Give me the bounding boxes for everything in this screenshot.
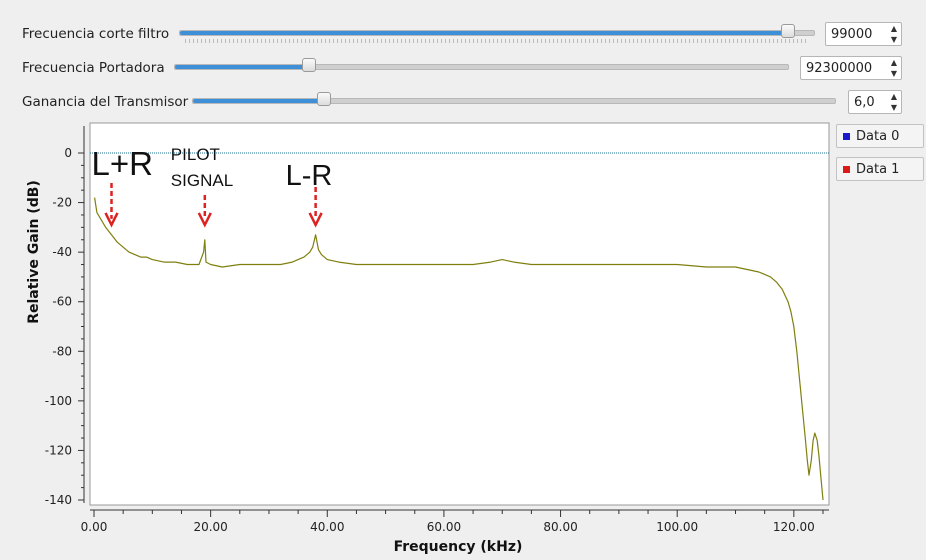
x-tick-label: 80.00 (543, 520, 577, 534)
filter-cutoff-slider-fill (180, 31, 795, 35)
transmitter-gain-spin-arrows: ▲ ▼ (887, 91, 901, 113)
carrier-frequency-label: Frecuencia Portadora (22, 60, 165, 76)
transmitter-gain-slider-fill (193, 99, 322, 103)
x-axis: 0.00 20.00 40.00 60.00 80.00 100.00 120.00 (81, 509, 829, 534)
x-tick-label: 0.00 (81, 520, 108, 534)
legend-label-data-0: Data 0 (856, 129, 900, 144)
filter-cutoff-slider[interactable] (179, 30, 815, 36)
y-tick-label: -40 (52, 245, 72, 259)
y-axis-label: Relative Gain (dB) (26, 180, 42, 324)
spin-down-arrow-icon[interactable]: ▼ (890, 35, 898, 44)
annotation-label: SIGNAL (171, 171, 233, 190)
x-tick-label: 20.00 (193, 520, 227, 534)
spin-down-arrow-icon[interactable]: ▼ (890, 103, 898, 112)
transmitter-gain-label: Ganancia del Transmisor (22, 94, 189, 110)
control-row-carrier-frequency: Frecuencia Portadora 92300000 ▲ ▼ (0, 56, 926, 82)
plot-canvas[interactable] (89, 122, 830, 506)
carrier-frequency-slider[interactable] (174, 64, 789, 70)
y-tick-label: -140 (45, 493, 72, 507)
annotation-label: L+R (91, 145, 152, 182)
transmitter-gain-slider[interactable] (192, 98, 836, 104)
filter-cutoff-value[interactable]: 99000 (831, 27, 873, 42)
transmitter-gain-spinbox[interactable]: 6,0 ▲ ▼ (848, 90, 902, 114)
filter-cutoff-spinbox[interactable]: 99000 ▲ ▼ (825, 22, 902, 46)
annotation-label: L-R (286, 160, 333, 192)
legend-item-data-0[interactable]: Data 0 (836, 124, 924, 148)
spin-down-arrow-icon[interactable]: ▼ (890, 69, 898, 78)
carrier-frequency-spinbox[interactable]: 92300000 ▲ ▼ (800, 56, 902, 80)
filter-cutoff-spin-arrows: ▲ ▼ (887, 23, 901, 45)
spin-up-arrow-icon[interactable]: ▲ (890, 92, 898, 101)
carrier-frequency-value[interactable]: 92300000 (806, 61, 873, 76)
y-tick-label: 0 (64, 146, 72, 160)
plot-traces (90, 152, 829, 501)
y-tick-label: -20 (52, 196, 72, 210)
filter-cutoff-slider-handle[interactable] (781, 24, 796, 38)
transmitter-gain-slider-handle[interactable] (317, 92, 331, 106)
carrier-frequency-spin-arrows: ▲ ▼ (887, 57, 901, 79)
spin-up-arrow-icon[interactable]: ▲ (890, 24, 898, 33)
y-tick-label: -100 (45, 394, 72, 408)
legend-swatch-data-1 (843, 166, 850, 173)
plot-annotations: L+R PILOT SIGNAL L-R (91, 145, 333, 228)
control-row-filter-cutoff: Frecuencia corte filtro 99000 ▲ ▼ (0, 22, 926, 48)
arrow-head-icon (104, 212, 119, 228)
x-tick-label: 100.00 (656, 520, 698, 534)
transmitter-gain-value[interactable]: 6,0 (854, 95, 875, 110)
carrier-frequency-slider-handle[interactable] (301, 58, 316, 72)
y-tick-label: -60 (52, 295, 72, 309)
x-tick-label: 120.00 (773, 520, 815, 534)
y-axis: 0 -20 -40 -60 -80 -100 -120 -140 (45, 126, 85, 507)
legend-label-data-1: Data 1 (856, 162, 900, 177)
x-tick-label: 60.00 (427, 520, 461, 534)
legend-item-data-1[interactable]: Data 1 (836, 157, 924, 181)
arrow-head-icon (308, 212, 323, 228)
y-tick-label: -120 (45, 443, 72, 457)
filter-cutoff-label: Frecuencia corte filtro (22, 26, 170, 42)
x-tick-label: 40.00 (310, 520, 344, 534)
series-data-1-line (94, 197, 824, 501)
control-row-transmitter-gain: Ganancia del Transmisor 6,0 ▲ ▼ (0, 90, 926, 116)
x-axis-label: Frequency (kHz) (394, 539, 523, 555)
y-tick-label: -80 (52, 344, 72, 358)
legend-swatch-data-0 (843, 133, 850, 140)
annotation-label: PILOT (171, 145, 220, 164)
carrier-frequency-slider-fill (175, 65, 310, 69)
arrow-head-icon (197, 212, 212, 228)
filter-cutoff-slider-ticks (185, 39, 807, 43)
spin-up-arrow-icon[interactable]: ▲ (890, 58, 898, 67)
